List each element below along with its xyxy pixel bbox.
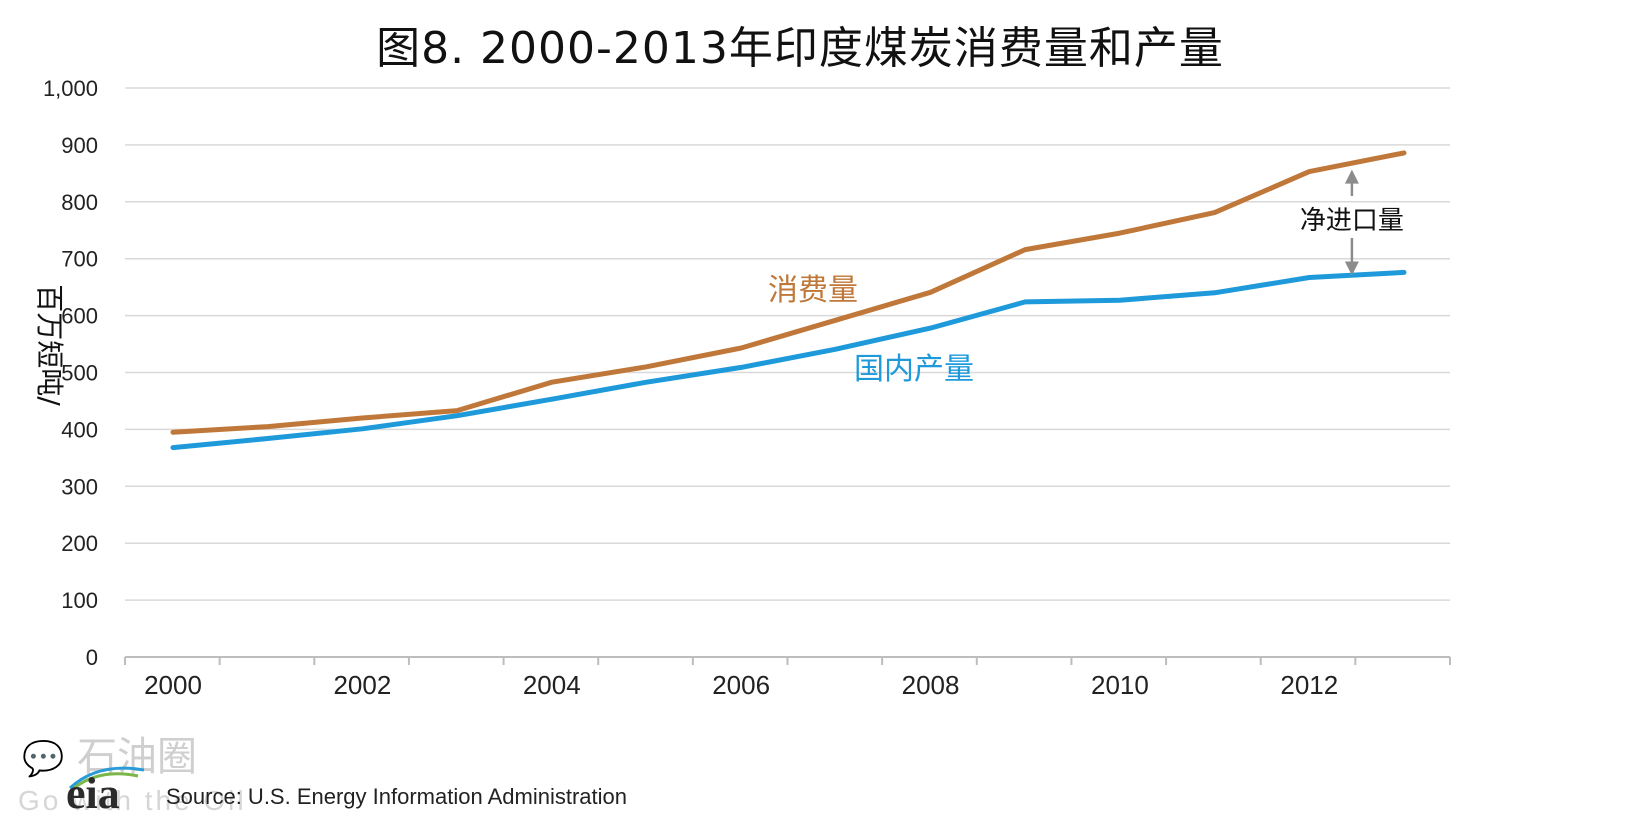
x-tick-label: 2006 — [712, 670, 770, 700]
x-tick-label: 2000 — [144, 670, 202, 700]
source-note: Source: U.S. Energy Information Administ… — [166, 784, 627, 809]
gridlines — [124, 87, 1451, 665]
y-axis-label: 百万短吨/ — [33, 284, 66, 406]
y-tick-label: 100 — [61, 588, 98, 613]
series-lines — [170, 150, 1407, 451]
watermark-subtext: Go with the Oil — [18, 785, 247, 816]
x-axis-ticks: 2000 2002 2004 2006 2008 2010 2012 — [144, 670, 1338, 700]
x-tick-label: 2012 — [1280, 670, 1338, 700]
arrow-head-down — [1344, 261, 1359, 276]
y-tick-label: 400 — [61, 417, 98, 442]
x-tick-label: 2010 — [1091, 670, 1149, 700]
y-tick-label: 1,000 — [43, 76, 98, 101]
x-tick-label: 2004 — [523, 670, 581, 700]
y-axis-ticks: 0 100 200 300 400 500 600 700 800 900 1,000 百万短吨/ — [33, 76, 98, 670]
series-label-production: 国内产量 — [854, 352, 974, 387]
y-tick-label: 0 — [86, 645, 98, 670]
y-tick-label: 500 — [61, 361, 98, 386]
y-tick-label: 900 — [61, 133, 98, 158]
y-tick-label: 300 — [61, 474, 98, 499]
eia-logo: eia — [66, 769, 120, 818]
x-tick-label: 2008 — [902, 670, 960, 700]
x-tick-label: 2002 — [333, 670, 391, 700]
arrow-head-up — [1344, 169, 1359, 184]
y-tick-label: 200 — [61, 531, 98, 556]
chart-title: 图8. 2000-2013年印度煤炭消费量和产量 — [376, 23, 1224, 74]
series-line-production — [170, 269, 1407, 451]
y-tick-label: 600 — [61, 304, 98, 329]
series-label-consumption: 消费量 — [768, 273, 858, 308]
wechat-icon: 💬 — [22, 739, 65, 779]
series-line-consumption — [170, 150, 1407, 435]
y-tick-label: 800 — [61, 190, 98, 215]
eia-swoosh-icon — [68, 766, 145, 790]
y-tick-label: 700 — [61, 247, 98, 272]
net-import-label: 净进口量 — [1300, 206, 1404, 236]
